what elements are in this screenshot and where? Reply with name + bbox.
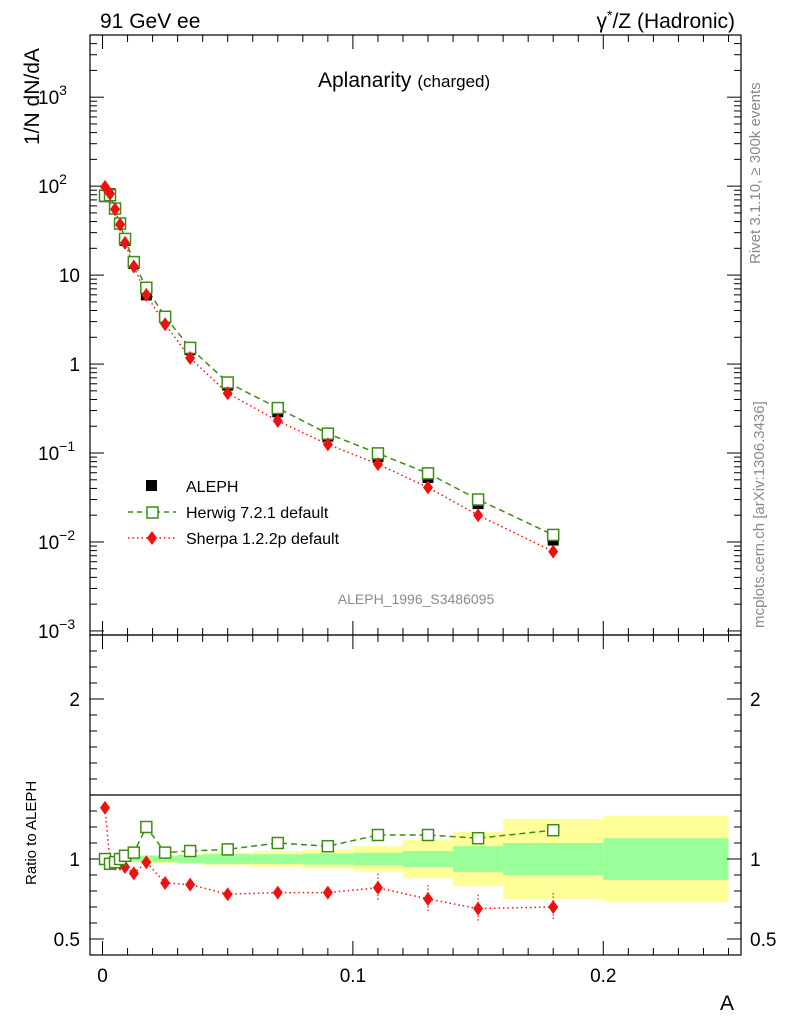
sherpa-point [222,386,233,401]
analysis-id: ALEPH_1996_S3486095 [338,591,495,607]
sherpa-ratio-point [272,885,283,900]
y-tick-label: 103 [38,82,67,109]
mcplots-text: mcplots.cern.ch [arXiv:1306.3436] [751,401,768,628]
main-axes: 10−3 10−2 10−1 1 10 102 103 [38,34,741,643]
sherpa-line [104,186,554,553]
sherpa-point [185,350,196,365]
herwig-point [471,493,485,506]
sherpa-point [160,317,171,332]
ratio-y-tick-label-right: 1 [750,850,761,871]
band-inner [603,838,729,880]
legend-marker-sherpa [147,531,157,545]
legend-marker-aleph [146,480,157,491]
sherpa-ratio-point [128,866,139,881]
herwig-ratio-point [271,836,285,850]
legend-label-sherpa: Sherpa 1.2.2p default [186,531,340,548]
main-panel: 10−3 10−2 10−1 1 10 102 103 [38,34,742,643]
herwig-ratio-point [221,843,234,856]
herwig-line [104,194,554,536]
ratio-frame [89,634,742,956]
y-axis-label: 1/N dN/dA [21,48,44,145]
herwig-ratio-point [421,828,435,842]
y-tick-label: 10−1 [38,438,75,465]
herwig-ratio-point [140,820,153,834]
ratio-panel: 0 0.1 0.2 0.5 0.5 1 1 2 2 [54,634,776,987]
y-tick-label: 10−3 [38,616,75,643]
band-inner [503,843,604,875]
sherpa-point [141,287,152,302]
y-tick-label: 102 [38,171,67,198]
herwig-ratio-point [321,839,335,853]
ratio-y-tick-label-right: 2 [750,690,761,711]
sherpa-ratio-point [322,885,333,900]
sherpa-ratio-point [160,876,171,890]
y-tick-label: 1 [69,355,80,376]
band-inner [202,854,253,864]
sherpa-ratio-point [473,901,484,916]
band-inner [453,846,504,872]
ratio-uncertainty-bands [102,815,729,903]
sherpa-point [473,508,484,523]
ratio-y-tick-label-right: 0.5 [750,930,776,951]
x-tick-label: 0.2 [590,966,616,987]
ratio-series [98,800,560,923]
band-inner [152,855,178,863]
sherpa-point [372,457,383,472]
x-tick-label: 0.1 [340,966,366,987]
herwig-ratio-point [546,823,560,837]
band-inner [302,853,353,865]
sherpa-ratio-point [548,900,559,914]
sherpa-ratio-point [185,877,196,892]
sherpa-point [110,202,121,217]
ratio-y-axis-label: Ratio to ALEPH [23,781,40,885]
herwig-point [421,467,435,480]
ratio-axes: 0 0.1 0.2 0.5 0.5 1 1 2 2 [54,635,776,987]
legend-label-herwig: Herwig 7.2.1 default [186,505,329,522]
sherpa-point [120,235,131,250]
herwig-ratio-point [183,844,197,858]
main-series [98,179,560,559]
rivet-version-text: Rivet 3.1.10, ≥ 300k events [747,82,764,264]
band-inner [352,852,403,866]
sherpa-ratio-point [222,887,233,902]
band-inner [252,854,303,864]
x-tick-label: 0 [97,966,108,987]
band-inner [127,856,141,862]
herwig-point [546,528,560,542]
x-axis-label: A [720,992,734,1015]
sherpa-point [548,544,559,559]
plot-title: Aplanarity (charged) [318,69,490,92]
ratio-y-tick-label: 1 [69,850,80,871]
sherpa-point [272,413,283,428]
sherpa-point [322,437,333,452]
herwig-point [271,401,285,415]
sherpa-point [128,259,139,274]
header-left: 91 GeV ee [100,10,200,33]
herwig-ratio-point [471,831,485,845]
legend-marker-herwig [146,506,159,519]
sherpa-point [115,217,126,232]
band-inner [402,851,454,867]
herwig-ratio-point [371,828,385,842]
y-tick-label: 10 [59,266,80,287]
ratio-y-tick-label: 0.5 [54,930,80,951]
sherpa-ratio-point [423,892,434,906]
sherpa-point [105,186,116,201]
legend: ALEPH Herwig 7.2.1 default Sherpa 1.2.2p… [128,479,340,548]
herwig-ratio-point [158,846,172,859]
band-inner [177,855,203,863]
y-tick-label: 10−2 [38,527,75,554]
sherpa-ratio-point [141,855,152,870]
header-right: γ*/Z (Hadronic) [597,7,735,33]
sherpa-ratio-point [100,800,111,815]
legend-label-aleph: ALEPH [186,479,238,496]
herwig-ratio-point [127,846,141,859]
ratio-y-tick-label: 2 [69,690,80,711]
sherpa-point [423,480,434,495]
sherpa-ratio-point [372,880,383,895]
